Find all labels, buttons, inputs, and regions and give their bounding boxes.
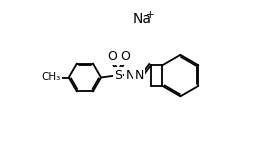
Text: Na: Na (133, 12, 152, 26)
Text: S: S (114, 69, 122, 82)
Text: O: O (107, 50, 117, 63)
Text: N: N (126, 69, 135, 82)
Text: N: N (135, 69, 144, 82)
Text: +: + (145, 9, 154, 20)
Text: CH₃: CH₃ (42, 73, 61, 82)
Text: O: O (121, 50, 131, 63)
